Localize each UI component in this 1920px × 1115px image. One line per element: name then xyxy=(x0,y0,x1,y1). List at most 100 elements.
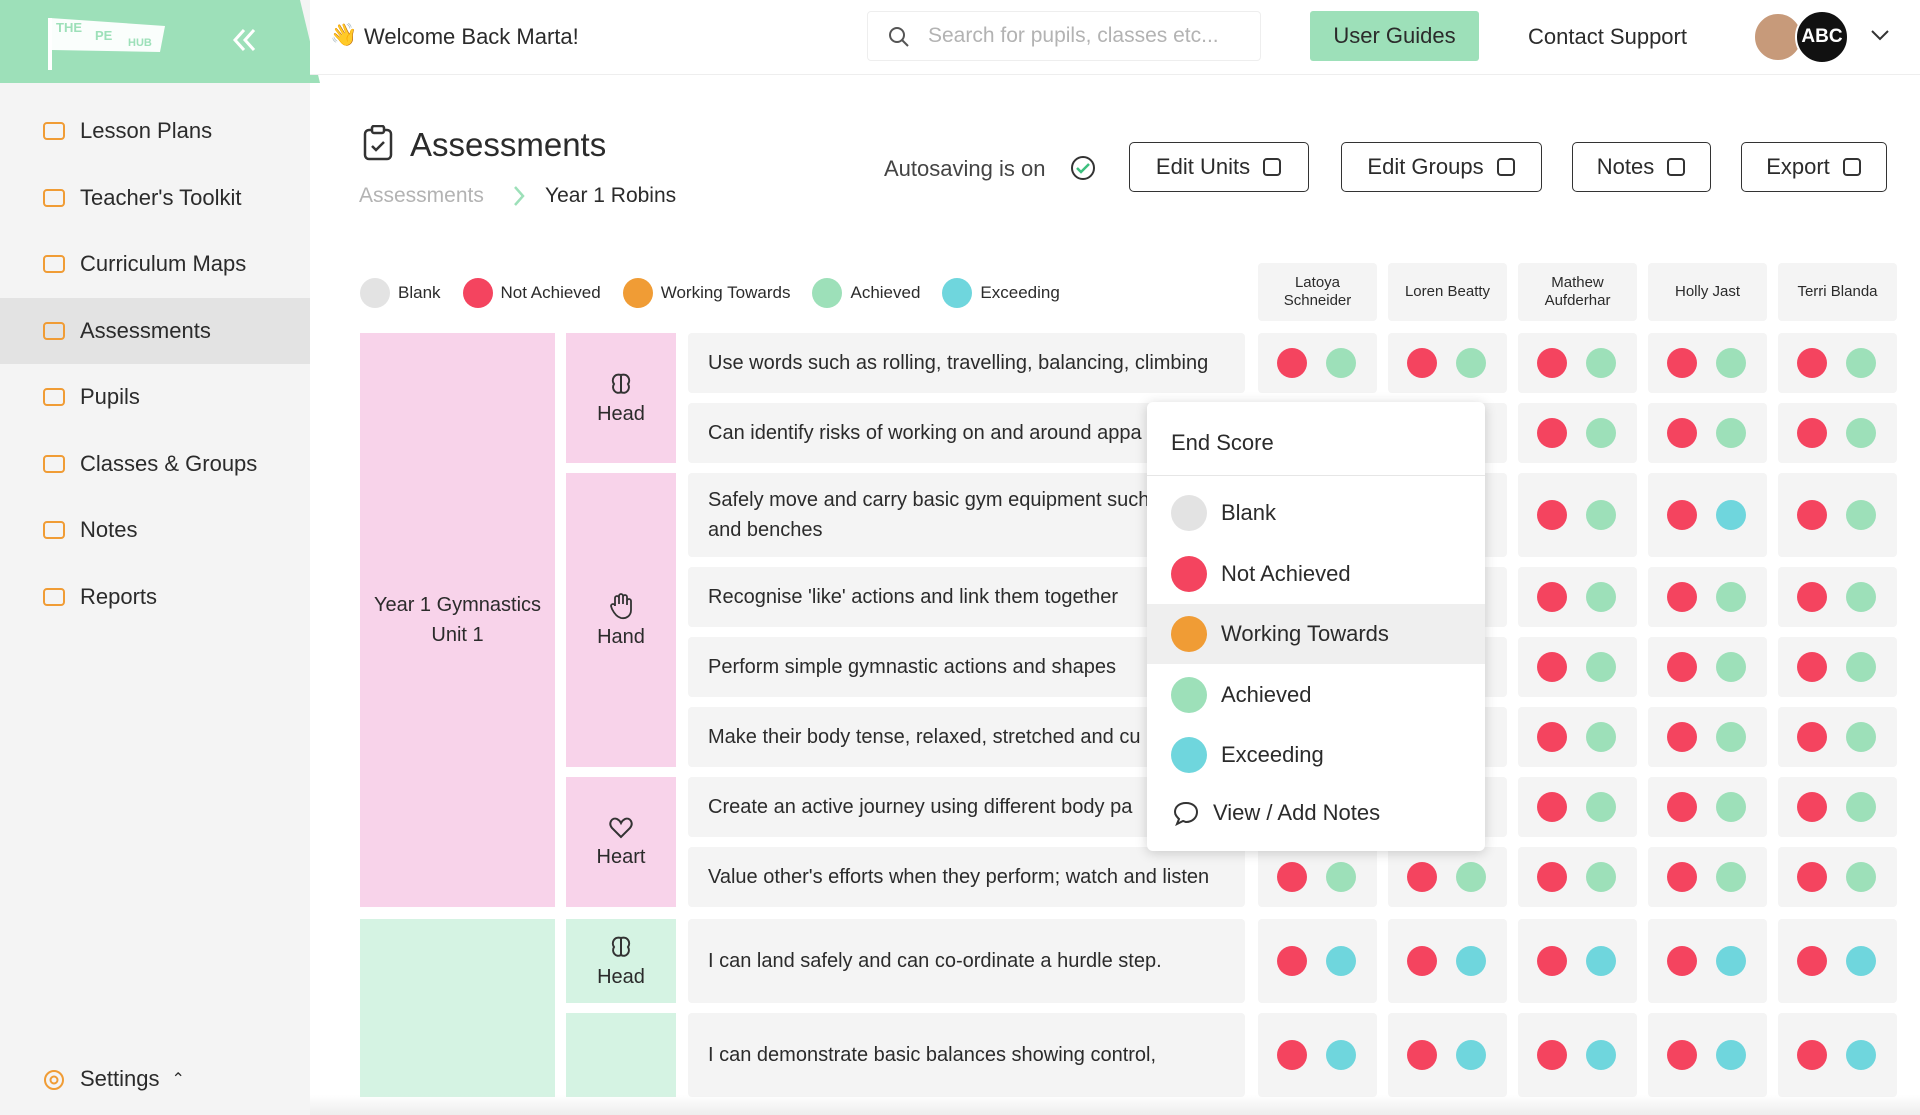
start-score-dot[interactable] xyxy=(1407,348,1437,378)
start-score-dot[interactable] xyxy=(1797,1040,1827,1070)
start-score-dot[interactable] xyxy=(1537,722,1567,752)
start-score-dot[interactable] xyxy=(1797,652,1827,682)
settings[interactable]: Settings ⌃ xyxy=(0,1046,310,1112)
start-score-dot[interactable] xyxy=(1797,418,1827,448)
start-score-dot[interactable] xyxy=(1537,348,1567,378)
end-score-dot[interactable] xyxy=(1716,792,1746,822)
score-cell[interactable] xyxy=(1648,637,1767,697)
start-score-dot[interactable] xyxy=(1277,348,1307,378)
score-cell[interactable] xyxy=(1648,473,1767,557)
toolbar-button[interactable]: Export xyxy=(1741,142,1887,192)
score-cell[interactable] xyxy=(1778,847,1897,907)
score-cell[interactable] xyxy=(1258,919,1377,1003)
end-score-dot[interactable] xyxy=(1846,792,1876,822)
start-score-dot[interactable] xyxy=(1407,862,1437,892)
score-cell[interactable] xyxy=(1648,403,1767,463)
start-score-dot[interactable] xyxy=(1537,862,1567,892)
start-score-dot[interactable] xyxy=(1667,722,1697,752)
nav-item[interactable]: Notes xyxy=(0,497,310,563)
dropdown-option[interactable]: Not Achieved xyxy=(1147,544,1485,604)
end-score-dot[interactable] xyxy=(1326,348,1356,378)
end-score-dot[interactable] xyxy=(1716,722,1746,752)
score-cell[interactable] xyxy=(1778,403,1897,463)
end-score-dot[interactable] xyxy=(1456,1040,1486,1070)
start-score-dot[interactable] xyxy=(1537,500,1567,530)
end-score-dot[interactable] xyxy=(1716,1040,1746,1070)
start-score-dot[interactable] xyxy=(1797,348,1827,378)
start-score-dot[interactable] xyxy=(1277,862,1307,892)
score-cell[interactable] xyxy=(1778,707,1897,767)
start-score-dot[interactable] xyxy=(1667,418,1697,448)
end-score-dot[interactable] xyxy=(1586,582,1616,612)
start-score-dot[interactable] xyxy=(1537,418,1567,448)
score-cell[interactable] xyxy=(1518,919,1637,1003)
start-score-dot[interactable] xyxy=(1667,1040,1697,1070)
nav-item[interactable]: Lesson Plans xyxy=(0,98,310,164)
nav-item[interactable]: Curriculum Maps xyxy=(0,231,310,297)
search-box[interactable]: Search for pupils, classes etc... xyxy=(867,11,1261,61)
end-score-dot[interactable] xyxy=(1716,862,1746,892)
end-score-dot[interactable] xyxy=(1586,500,1616,530)
score-cell[interactable] xyxy=(1518,333,1637,393)
end-score-dot[interactable] xyxy=(1846,862,1876,892)
end-score-dot[interactable] xyxy=(1716,500,1746,530)
end-score-dot[interactable] xyxy=(1326,946,1356,976)
score-cell[interactable] xyxy=(1648,333,1767,393)
start-score-dot[interactable] xyxy=(1797,722,1827,752)
score-cell[interactable] xyxy=(1518,567,1637,627)
end-score-dot[interactable] xyxy=(1326,862,1356,892)
end-score-dot[interactable] xyxy=(1326,1040,1356,1070)
start-score-dot[interactable] xyxy=(1797,582,1827,612)
start-score-dot[interactable] xyxy=(1667,348,1697,378)
school-badge[interactable]: ABC xyxy=(1795,10,1849,64)
start-score-dot[interactable] xyxy=(1797,862,1827,892)
end-score-dot[interactable] xyxy=(1586,652,1616,682)
user-avatar[interactable] xyxy=(1753,12,1803,62)
start-score-dot[interactable] xyxy=(1667,792,1697,822)
end-score-dot[interactable] xyxy=(1586,946,1616,976)
score-cell[interactable] xyxy=(1778,333,1897,393)
start-score-dot[interactable] xyxy=(1407,1040,1437,1070)
start-score-dot[interactable] xyxy=(1537,946,1567,976)
end-score-dot[interactable] xyxy=(1586,348,1616,378)
start-score-dot[interactable] xyxy=(1407,946,1437,976)
score-cell[interactable] xyxy=(1648,567,1767,627)
account-chevron[interactable] xyxy=(1870,28,1890,42)
start-score-dot[interactable] xyxy=(1667,862,1697,892)
start-score-dot[interactable] xyxy=(1537,792,1567,822)
nav-item[interactable]: Teacher's Toolkit xyxy=(0,165,310,231)
end-score-dot[interactable] xyxy=(1716,652,1746,682)
dropdown-option[interactable]: Blank xyxy=(1147,483,1485,543)
end-score-dot[interactable] xyxy=(1846,500,1876,530)
toolbar-button[interactable]: Edit Units xyxy=(1129,142,1309,192)
end-score-dot[interactable] xyxy=(1716,582,1746,612)
breadcrumb-link[interactable]: Assessments xyxy=(359,184,484,207)
score-cell[interactable] xyxy=(1778,637,1897,697)
end-score-dot[interactable] xyxy=(1456,348,1486,378)
start-score-dot[interactable] xyxy=(1667,652,1697,682)
start-score-dot[interactable] xyxy=(1667,946,1697,976)
nav-item[interactable]: Classes & Groups xyxy=(0,431,310,497)
start-score-dot[interactable] xyxy=(1667,582,1697,612)
end-score-dot[interactable] xyxy=(1456,862,1486,892)
end-score-dot[interactable] xyxy=(1846,1040,1876,1070)
score-cell[interactable] xyxy=(1518,1013,1637,1097)
score-cell[interactable] xyxy=(1258,1013,1377,1097)
dropdown-notes[interactable]: View / Add Notes xyxy=(1147,783,1485,843)
score-cell[interactable] xyxy=(1518,403,1637,463)
end-score-dot[interactable] xyxy=(1846,582,1876,612)
dropdown-option[interactable]: Achieved xyxy=(1147,665,1485,725)
end-score-dot[interactable] xyxy=(1846,722,1876,752)
end-score-dot[interactable] xyxy=(1846,946,1876,976)
end-score-dot[interactable] xyxy=(1586,862,1616,892)
start-score-dot[interactable] xyxy=(1537,652,1567,682)
end-score-dot[interactable] xyxy=(1716,348,1746,378)
end-score-dot[interactable] xyxy=(1586,792,1616,822)
score-cell[interactable] xyxy=(1258,333,1377,393)
contact-support[interactable]: Contact Support xyxy=(1528,24,1687,49)
score-cell[interactable] xyxy=(1518,847,1637,907)
toolbar-button[interactable]: Notes xyxy=(1572,142,1711,192)
score-cell[interactable] xyxy=(1518,637,1637,697)
start-score-dot[interactable] xyxy=(1277,946,1307,976)
score-cell[interactable] xyxy=(1518,473,1637,557)
